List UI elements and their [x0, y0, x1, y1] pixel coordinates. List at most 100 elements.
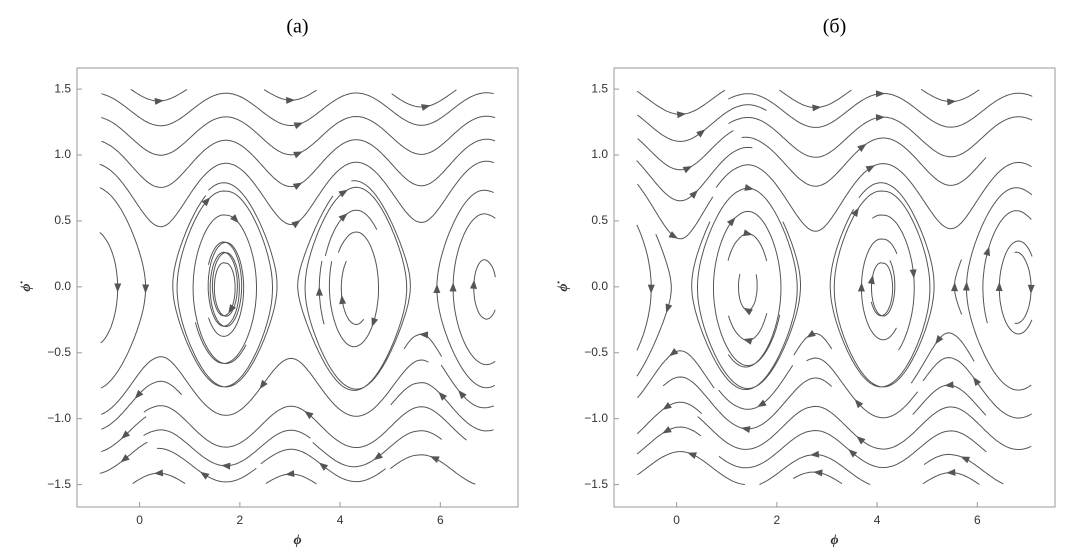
stream-arrow [696, 129, 706, 138]
stream-arrow [285, 470, 295, 478]
stream-arrow [142, 284, 150, 294]
streamline [759, 454, 871, 486]
stream-arrow [304, 410, 314, 420]
stream-arrow [470, 279, 477, 289]
stream-arrow [812, 104, 822, 112]
x-tick-label: 2 [237, 513, 244, 527]
streamline [910, 332, 975, 384]
stream-arrow [339, 294, 347, 305]
y-tick-label: −1.5 [584, 477, 608, 491]
y-tick-label: 0.0 [591, 279, 608, 293]
x-tick-label: 6 [437, 513, 444, 527]
y-axis-label: ϕ̇ [556, 280, 571, 291]
streamline [101, 380, 182, 430]
stream-arrow [743, 229, 753, 237]
stream-arrow [972, 376, 982, 387]
streamline [806, 357, 919, 419]
chart-title: (б) [823, 16, 847, 38]
stream-arrow [153, 469, 164, 477]
stream-arrow [687, 452, 697, 459]
streamline [998, 240, 1033, 335]
x-axis-label: ϕ [293, 533, 301, 548]
streamline [340, 260, 365, 326]
y-tick-label: 1.0 [591, 147, 608, 161]
stream-arrow [856, 436, 866, 445]
x-tick-label: 6 [974, 513, 981, 527]
y-tick-label: 1.5 [54, 81, 71, 95]
streamline [637, 130, 734, 171]
streamline [829, 182, 935, 388]
streamline [861, 238, 898, 341]
streamline [637, 350, 715, 399]
stream-arrow [134, 389, 144, 399]
stream-arrow [944, 381, 954, 389]
stream-arrow [647, 284, 655, 294]
stream-arrow [875, 90, 885, 98]
stream-arrow [228, 304, 237, 314]
x-tick-label: 4 [874, 513, 881, 527]
stream-arrow [292, 182, 303, 191]
streamline [779, 89, 852, 108]
streamline [328, 231, 379, 348]
stream-arrow [114, 283, 122, 293]
streamline [473, 259, 496, 320]
stream-arrow [867, 274, 875, 285]
streamline [99, 232, 119, 344]
stream-arrow [259, 379, 268, 390]
streamline [912, 384, 987, 416]
stream-arrow [935, 335, 944, 345]
y-tick-label: 0.0 [54, 279, 71, 293]
streamline [728, 116, 1033, 158]
y-tick-label: −1.0 [584, 411, 608, 425]
stream-arrow [315, 286, 323, 296]
stream-arrow [662, 426, 672, 434]
stream-arrow [851, 207, 859, 218]
y-tick-label: 1.5 [591, 81, 608, 95]
stream-arrow [200, 471, 210, 480]
stream-arrow [433, 284, 441, 294]
y-tick-label: 0.5 [54, 213, 71, 227]
stream-arrow [740, 426, 751, 433]
stream-arrow [909, 269, 917, 279]
streamline [737, 273, 758, 311]
stream-arrow [373, 452, 383, 461]
streamline [172, 182, 278, 388]
streamline [100, 356, 429, 417]
stream-arrow [665, 303, 673, 314]
stream-arrow [857, 282, 865, 292]
stream-arrow [743, 307, 753, 316]
stream-arrow [286, 96, 296, 104]
y-tick-label: −1.5 [47, 477, 71, 491]
stream-arrow [120, 454, 130, 463]
stream-arrow [154, 97, 164, 105]
streamline [718, 365, 794, 410]
stream-arrow [848, 449, 858, 458]
stream-arrow [744, 184, 754, 191]
y-tick-label: −0.5 [584, 345, 608, 359]
stream-arrow [813, 469, 823, 477]
chart-title: (a) [286, 16, 308, 38]
plot-frame [76, 67, 519, 508]
stream-arrow [318, 462, 329, 471]
streamline [192, 214, 257, 365]
streamline [1014, 251, 1032, 324]
streamline [793, 332, 833, 356]
streamline [982, 210, 1032, 324]
y-tick-label: 0.5 [591, 213, 608, 227]
streamline [637, 183, 714, 240]
stream-arrow [201, 197, 211, 207]
y-tick-label: −0.5 [47, 345, 71, 359]
stream-arrow [689, 190, 699, 199]
stream-arrow [946, 468, 956, 476]
x-axis-label: ϕ [830, 533, 838, 548]
stream-arrow [221, 462, 231, 470]
stream-arrow [806, 330, 816, 338]
x-tick-label: 2 [774, 513, 781, 527]
streamline [101, 92, 494, 127]
streamline [391, 89, 457, 108]
streamline [870, 260, 896, 317]
y-tick-label: −1.0 [47, 411, 71, 425]
stream-arrow [950, 282, 958, 292]
streamline [99, 160, 495, 228]
